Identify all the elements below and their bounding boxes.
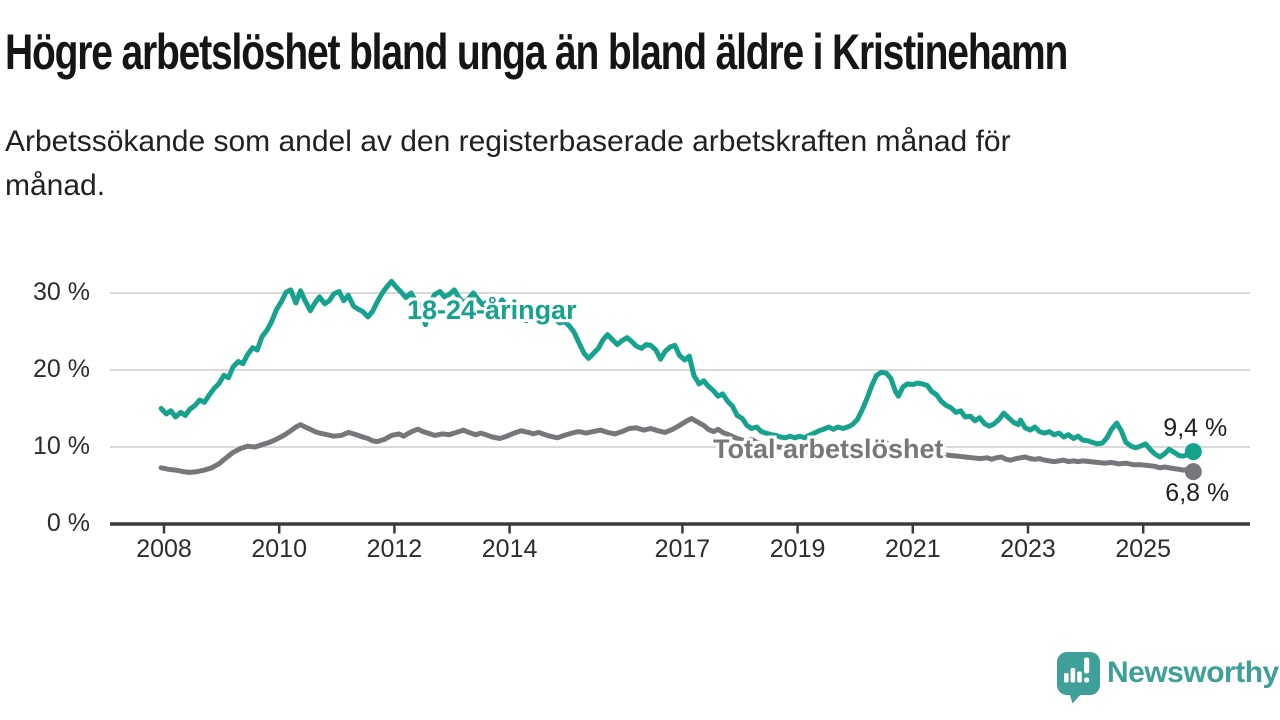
y-axis-tick-label: 30 % — [33, 278, 90, 306]
y-axis-tick-label: 20 % — [33, 355, 90, 383]
series-line — [158, 416, 1196, 475]
end-value-label-total: 6,8 % — [1165, 478, 1230, 507]
end-value-label-youth: 9,4 % — [1163, 413, 1228, 442]
x-axis-tick-label: 2012 — [366, 535, 423, 563]
newsworthy-wordmark: Newsworthy — [1107, 656, 1279, 689]
x-axis-tick-label: 2019 — [769, 535, 826, 563]
y-axis-tick-label: 0 % — [46, 509, 90, 537]
x-axis-tick-label: 2017 — [654, 535, 711, 563]
series-label-youth: 18-24-åringar — [407, 295, 577, 325]
series-line — [158, 278, 1196, 460]
newsworthy-logo — [1056, 651, 1102, 704]
x-axis-tick-label: 2008 — [136, 535, 192, 563]
x-axis-tick-label: 2010 — [251, 535, 307, 563]
series-end-dot — [1184, 463, 1202, 481]
x-axis-tick-label: 2023 — [1000, 535, 1056, 563]
x-axis-tick-label: 2021 — [884, 535, 941, 563]
y-axis-tick-label: 10 % — [33, 432, 90, 460]
newsworthy-bubble-icon — [1057, 652, 1100, 704]
subtitle-line-1: Arbetssökande som andel av den registerb… — [5, 125, 1011, 158]
series-label-total: Total arbetslöshet — [713, 434, 944, 464]
chart-subtitle: Arbetssökande som andel av den registerb… — [5, 120, 1011, 208]
page-title: Högre arbetslöshet bland unga än bland ä… — [5, 24, 1068, 80]
series-end-dot — [1184, 443, 1202, 461]
x-axis-tick-label: 2014 — [481, 535, 538, 563]
x-axis-tick-label: 2025 — [1115, 535, 1171, 563]
subtitle-line-2: månad. — [5, 169, 106, 202]
